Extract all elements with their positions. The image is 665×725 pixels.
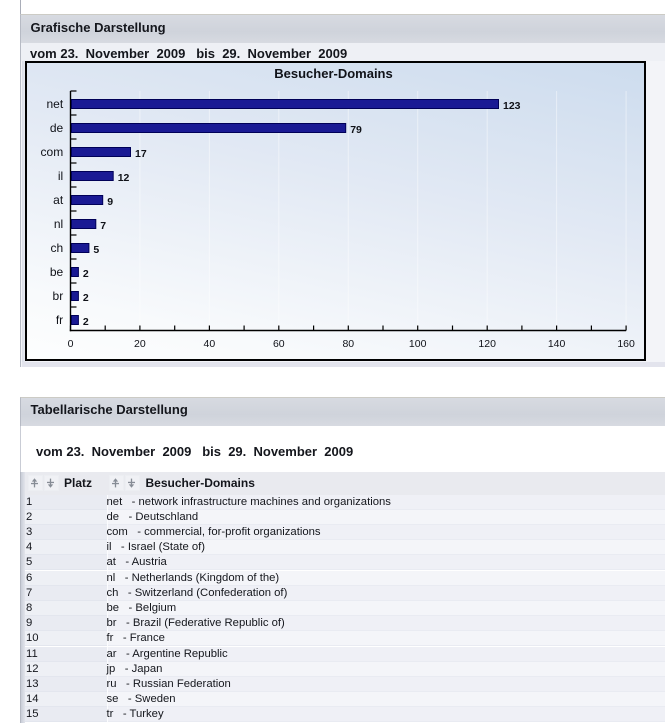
svg-text:160: 160 <box>617 338 635 350</box>
svg-text:120: 120 <box>478 338 496 350</box>
svg-text:0: 0 <box>68 338 74 350</box>
svg-text:60: 60 <box>273 338 285 350</box>
svg-text:net: net <box>47 97 64 111</box>
svg-text:br: br <box>53 289 64 303</box>
svg-text:12: 12 <box>118 172 130 184</box>
svg-text:ch: ch <box>51 241 64 255</box>
svg-text:123: 123 <box>503 100 521 112</box>
svg-text:2: 2 <box>83 268 89 280</box>
svg-text:20: 20 <box>134 338 146 350</box>
svg-text:100: 100 <box>409 338 427 350</box>
svg-text:il: il <box>58 169 63 183</box>
svg-text:2: 2 <box>83 292 89 304</box>
svg-text:at: at <box>53 193 64 207</box>
svg-text:de: de <box>50 121 64 135</box>
svg-text:7: 7 <box>100 220 106 232</box>
svg-text:fr: fr <box>56 313 63 327</box>
svg-text:2: 2 <box>83 316 89 328</box>
svg-text:Besucher-Domains: Besucher-Domains <box>274 66 392 81</box>
svg-text:nl: nl <box>54 217 63 231</box>
svg-text:com: com <box>41 145 64 159</box>
svg-text:17: 17 <box>135 148 147 160</box>
svg-text:9: 9 <box>107 196 113 208</box>
svg-text:79: 79 <box>350 124 362 136</box>
svg-text:40: 40 <box>204 338 216 350</box>
svg-text:80: 80 <box>342 338 354 350</box>
svg-text:5: 5 <box>93 244 99 256</box>
svg-text:be: be <box>50 265 64 279</box>
svg-text:140: 140 <box>548 338 566 350</box>
